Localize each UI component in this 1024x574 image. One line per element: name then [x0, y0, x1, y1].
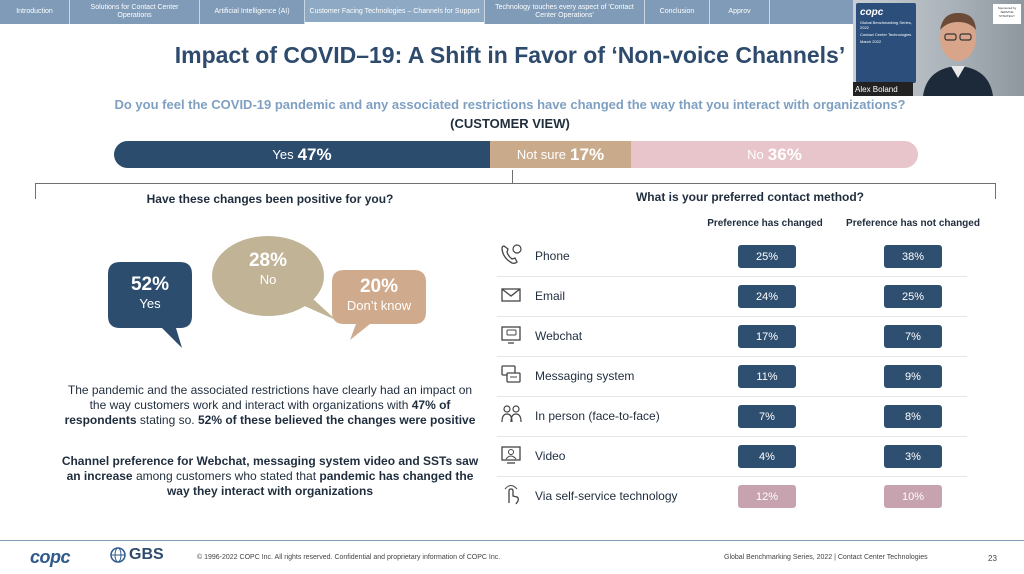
- contact-method-label: Video: [535, 449, 566, 463]
- sponsor-logo: Sponsored by SERVICE STRATEGY: [993, 4, 1021, 24]
- row-divider: [497, 476, 967, 477]
- phone-icon: [501, 244, 522, 264]
- bubble-dont-know: [332, 270, 426, 340]
- segment-value: 17%: [570, 144, 605, 164]
- bracket-right: [995, 183, 996, 199]
- messaging-icon: [501, 365, 521, 383]
- changed-value: 25%: [738, 245, 796, 268]
- changed-value: 24%: [738, 285, 796, 308]
- bracket-left: [35, 183, 36, 199]
- presenter-video[interactable]: copc Global Benchmarking Series, 2022 Co…: [853, 0, 1024, 96]
- contact-method-label: Via self-service technology: [535, 489, 678, 503]
- footer-divider: [0, 540, 1024, 541]
- self-service-icon: [504, 485, 519, 505]
- email-icon: [501, 288, 521, 302]
- copyright-text: © 1996-2022 COPC Inc. All rights reserve…: [197, 554, 501, 561]
- changed-value: 7%: [738, 405, 796, 428]
- presentation-card: copc Global Benchmarking Series, 2022 Co…: [856, 3, 916, 83]
- survey-subquestion: (CUSTOMER VIEW): [450, 116, 570, 131]
- table-row: Via self-service technology 12% 10%: [497, 482, 967, 512]
- not-changed-value: 7%: [884, 325, 942, 348]
- not-changed-value: 9%: [884, 365, 942, 388]
- bubble-pct: 52%: [130, 274, 170, 295]
- bubble-label: No: [259, 272, 277, 287]
- not-changed-value: 3%: [884, 445, 942, 468]
- contact-method-question: What is your preferred contact method?: [635, 190, 865, 204]
- not-changed-value: 38%: [884, 245, 942, 268]
- bubble-no: [212, 236, 324, 316]
- presenter-figure: [923, 12, 993, 96]
- globe-icon: [110, 547, 126, 563]
- nav-tab-1[interactable]: Solutions for Contact Center Operations: [70, 0, 200, 24]
- channel-preference-paragraph: Channel preference for Webchat, messagin…: [61, 454, 479, 498]
- page-number: 23: [988, 554, 997, 563]
- response-stacked-bar: Yes 47% Not sure 17% No 36%: [114, 141, 918, 168]
- summary-paragraph: The pandemic and the associated restrict…: [64, 383, 476, 427]
- nav-tab-3[interactable]: Customer Facing Technologies – Channels …: [305, 0, 485, 24]
- segment-label: No: [747, 147, 764, 162]
- bubble-no-tail: [300, 298, 336, 320]
- positive-question: Have these changes been positive for you…: [146, 192, 394, 206]
- contact-method-label: Messaging system: [535, 369, 635, 383]
- bubble-dont-know-text: 20% Don’t know: [334, 276, 424, 313]
- table-row: Email 24% 25%: [497, 282, 967, 312]
- row-divider: [497, 396, 967, 397]
- slide-title: Impact of COVID–19: A Shift in Favor of …: [174, 42, 846, 68]
- segment-value: 36%: [767, 144, 802, 164]
- bubble-yes-text: 52% Yes: [108, 274, 192, 311]
- speech-bubbles: [108, 236, 426, 348]
- row-divider: [497, 356, 967, 357]
- segment-label: Yes: [272, 147, 294, 162]
- webchat-icon: [501, 326, 521, 344]
- copc-logo: copc: [30, 547, 71, 567]
- bubble-label: Yes: [139, 296, 161, 311]
- row-divider: [497, 316, 967, 317]
- nav-tab-6[interactable]: Approv: [710, 0, 770, 24]
- nav-tab-2[interactable]: Artificial Intelligence (AI): [200, 0, 305, 24]
- col-header-not-changed: Preference has not changed: [846, 218, 980, 229]
- gbs-logo: GBS: [110, 546, 164, 564]
- changed-value: 12%: [738, 485, 796, 508]
- bubble-label: Don’t know: [346, 298, 412, 313]
- not-changed-value: 25%: [884, 285, 942, 308]
- segment-label: Not sure: [516, 147, 567, 162]
- row-divider: [497, 436, 967, 437]
- in-person-icon: [501, 405, 522, 423]
- bubble-pct: 20%: [359, 276, 399, 297]
- contact-method-label: In person (face-to-face): [535, 409, 660, 423]
- not-changed-value: 10%: [884, 485, 942, 508]
- bubble-yes: [108, 262, 192, 348]
- changed-value: 17%: [738, 325, 796, 348]
- table-row: Webchat 17% 7%: [497, 322, 967, 352]
- bubble-pct: 28%: [248, 250, 288, 271]
- bracket-line: [35, 183, 996, 184]
- nav-tab-4[interactable]: Technology touches every aspect of 'Cont…: [485, 0, 645, 24]
- bar-segment-no: No 36%: [631, 141, 918, 168]
- bracket-connector: [512, 170, 513, 184]
- bar-segment-not-sure: Not sure 17%: [490, 141, 631, 168]
- contact-method-label: Email: [535, 289, 566, 303]
- segment-value: 47%: [297, 144, 332, 164]
- bar-segment-yes: Yes 47%: [114, 141, 490, 168]
- series-text: Global Benchmarking Series, 2022 | Conta…: [724, 554, 928, 561]
- bubble-no-text: 28% No: [226, 250, 310, 287]
- table-row: Video 4% 3%: [497, 442, 967, 472]
- col-header-changed: Preference has changed: [707, 218, 823, 229]
- row-divider: [497, 276, 967, 277]
- survey-question: Do you feel the COVID-19 pandemic and an…: [114, 97, 906, 112]
- table-row: Phone 25% 38%: [497, 242, 967, 272]
- contact-method-label: Webchat: [535, 329, 583, 343]
- nav-tab-0[interactable]: Introduction: [0, 0, 70, 24]
- not-changed-value: 8%: [884, 405, 942, 428]
- changed-value: 11%: [738, 365, 796, 388]
- video-icon: [501, 446, 521, 464]
- nav-tab-5[interactable]: Conclusion: [645, 0, 710, 24]
- table-row: Messaging system 11% 9%: [497, 362, 967, 392]
- contact-method-label: Phone: [535, 249, 570, 263]
- presenter-name: Alex Boland: [853, 82, 913, 96]
- table-row: In person (face-to-face) 7% 8%: [497, 402, 967, 432]
- changed-value: 4%: [738, 445, 796, 468]
